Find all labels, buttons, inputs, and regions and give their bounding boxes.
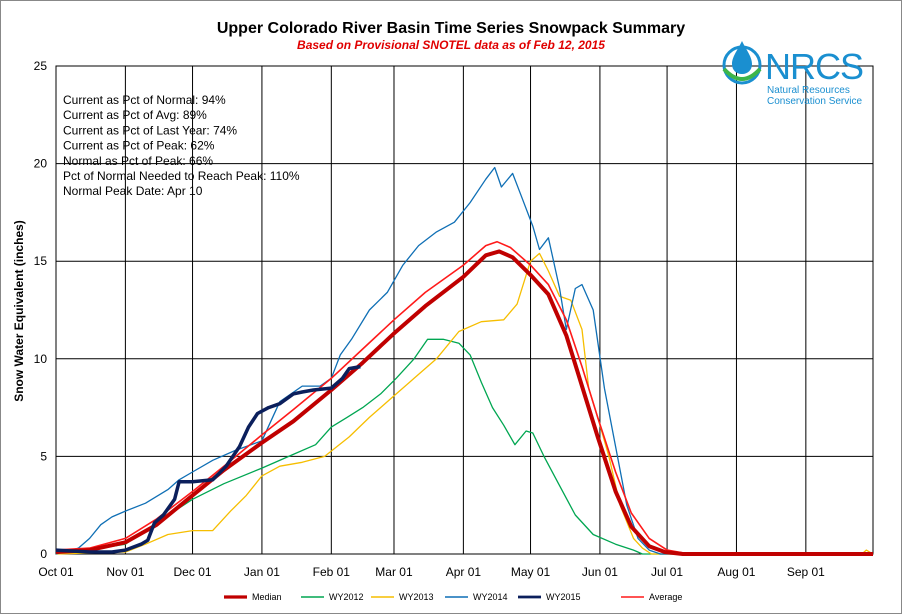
y-axis-label: Snow Water Equivalent (inches) [12,220,26,402]
legend-label-wy2012: WY2012 [329,592,364,602]
series-line-average [55,240,873,555]
legend: Median WY2012 WY2013 WY2014 WY2015 Average [224,592,682,602]
plot-area [55,65,874,555]
stat-line: Current as Pct of Normal: 94% [63,93,226,107]
x-tick-label: Nov 01 [106,565,144,579]
chart-title: Upper Colorado River Basin Time Series S… [217,20,685,37]
x-tick-label: Oct 01 [38,565,74,579]
y-tick-label: 25 [34,59,48,73]
x-tick-label: Jan 01 [244,565,280,579]
logo-text: NRCS [765,46,863,87]
x-tick-label: Apr 01 [446,565,482,579]
stat-line: Current as Pct of Last Year: 74% [63,123,237,137]
x-tick-label: Dec 01 [174,565,212,579]
series-line-wy2012 [55,338,873,555]
stat-line: Normal as Pct of Peak: 66% [63,154,213,168]
chart-subtitle: Based on Provisional SNOTEL data as of F… [297,38,605,52]
logo-line2: Conservation Service [767,96,862,107]
series-line-wy2015 [55,364,361,554]
series-lines [55,166,874,556]
stat-line: Pct of Normal Needed to Reach Peak: 110% [63,169,300,183]
y-tick-label: 5 [40,449,47,463]
legend-label-wy2015: WY2015 [546,592,581,602]
stats-box: Current as Pct of Normal: 94%Current as … [63,93,300,198]
x-tick-label: May 01 [511,565,551,579]
series-line-median [55,249,873,556]
y-tick-label: 0 [40,547,47,561]
x-tick-label: Mar 01 [375,565,413,579]
x-tick-label: Sep 01 [787,565,825,579]
legend-label-wy2013: WY2013 [399,592,434,602]
y-tick-label: 10 [34,352,48,366]
y-tick-labels: 0 5 10 15 20 25 [34,59,48,561]
legend-label-median: Median [252,592,282,602]
legend-label-wy2014: WY2014 [473,592,508,602]
stat-line: Current as Pct of Peak: 62% [63,139,215,153]
y-tick-label: 15 [34,254,48,268]
stat-line: Current as Pct of Avg: 89% [63,108,207,122]
x-tick-label: Jun 01 [582,565,618,579]
logo-line1: Natural Resources [767,85,850,96]
y-tick-label: 20 [34,157,48,171]
legend-label-average: Average [649,592,682,602]
water-drop-icon [722,41,762,85]
x-tick-label: Jul 01 [651,565,683,579]
stat-line: Normal Peak Date: Apr 10 [63,184,203,198]
grid [56,66,873,554]
x-tick-labels: Oct 01 Nov 01 Dec 01 Jan 01 Feb 01 Mar 01 Apr … [38,565,825,579]
x-tick-label: Aug 01 [717,565,755,579]
series-line-wy2014 [55,166,873,555]
nrcs-logo: NRCS Natural Resources Conservation Serv… [722,41,864,107]
x-tick-label: Feb 01 [313,565,351,579]
